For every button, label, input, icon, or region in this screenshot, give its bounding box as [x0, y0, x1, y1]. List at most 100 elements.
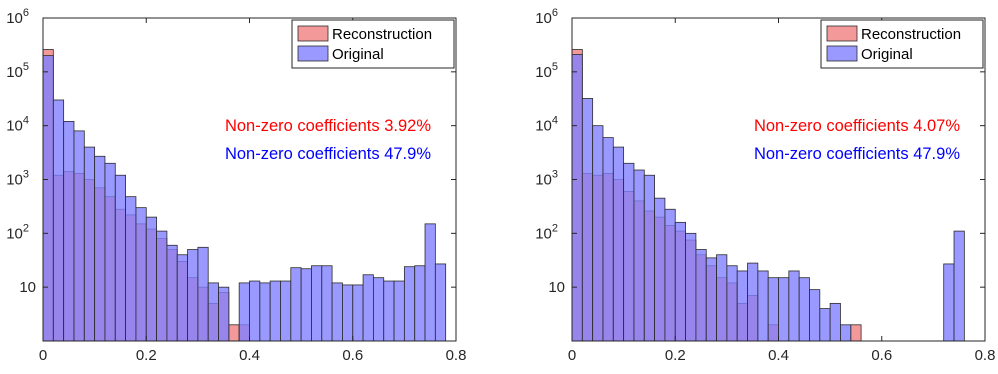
histogram-bar — [403, 266, 416, 342]
histogram-bar — [953, 230, 965, 342]
histogram-bar — [331, 282, 343, 342]
y-tick-label: 103 — [535, 169, 558, 189]
series-original — [42, 55, 447, 342]
histogram-bar — [383, 280, 395, 342]
legend: Reconstruction Original — [820, 19, 984, 69]
y-tick-label: 104 — [535, 115, 558, 135]
y-tick-label: 103 — [6, 169, 29, 189]
histogram-bar — [135, 207, 147, 342]
histogram-bar — [414, 265, 426, 342]
histogram-bar — [42, 55, 54, 342]
histogram-bar — [757, 270, 769, 342]
histogram-bar — [633, 169, 645, 342]
histogram-bar — [654, 197, 666, 342]
histogram-bar — [612, 146, 625, 342]
histogram-bar — [778, 277, 790, 342]
histogram-bar — [362, 274, 374, 342]
histogram-bar — [424, 223, 436, 342]
legend-label: Reconstruction — [332, 26, 432, 43]
histogram-bar — [187, 249, 199, 342]
histogram-bar — [788, 270, 800, 342]
histogram-bar — [581, 98, 594, 342]
annotation-reconstruction: Non-zero coefficients 3.92% — [225, 117, 431, 135]
histogram-bar — [623, 162, 635, 342]
histogram-bar — [311, 265, 323, 342]
histogram-bar — [819, 308, 831, 342]
histogram-bar — [736, 270, 748, 342]
chart-panel-1: 0 0.2 0.4 0.6 0.8 10 102 103 104 105 106 Reconstruc… — [6, 7, 466, 364]
histogram-bar — [571, 54, 583, 342]
y-tick-label: 106 — [6, 7, 29, 27]
histogram-bar — [643, 174, 656, 342]
x-tick-label: 0 — [568, 347, 576, 364]
legend-label: Original — [861, 46, 913, 63]
y-tick-label: 102 — [535, 222, 558, 242]
y-tick-label: 105 — [6, 61, 29, 81]
x-tick-label: 0 — [39, 347, 47, 364]
histogram-bar — [726, 265, 738, 342]
histogram-bar — [207, 282, 219, 342]
histogram-bar — [342, 284, 354, 342]
histogram-bar — [705, 257, 717, 342]
x-tick-label: 0.2 — [665, 347, 686, 364]
y-tick-label: 102 — [6, 222, 29, 242]
histogram-bar — [300, 268, 312, 342]
histogram-bar — [716, 254, 728, 342]
histogram-bar — [798, 277, 810, 342]
legend-label: Original — [332, 46, 384, 63]
legend: Reconstruction Original — [291, 19, 455, 69]
histogram-bar — [767, 277, 779, 342]
histogram-bar — [809, 289, 821, 342]
histogram-bar — [125, 196, 137, 342]
histogram-bar — [249, 280, 261, 342]
histogram-bar — [602, 137, 614, 342]
annotation-original: Non-zero coefficients 47.9% — [225, 145, 431, 163]
histogram-bar — [197, 246, 209, 342]
histogram-bar — [52, 99, 65, 342]
histogram-bar — [685, 232, 697, 342]
annotation-reconstruction: Non-zero coefficients 4.07% — [754, 117, 960, 135]
x-tick-label: 0.8 — [975, 347, 996, 364]
histogram-bar — [238, 282, 250, 342]
histogram-bar — [850, 324, 862, 342]
histogram-bar — [393, 280, 405, 342]
histogram-bar — [674, 221, 686, 342]
histogram-bar — [747, 262, 759, 342]
x-tick-label: 0.4 — [239, 347, 260, 364]
x-tick-label: 0.4 — [768, 347, 789, 364]
x-tick-label: 0.6 — [871, 347, 892, 364]
histogram-bar — [176, 254, 188, 342]
legend-label: Reconstruction — [861, 26, 961, 43]
y-tick-label: 10 — [548, 279, 565, 296]
histogram-bar — [269, 280, 281, 342]
series-original — [571, 54, 965, 342]
histogram-bar — [290, 267, 302, 342]
histogram-bar — [352, 284, 364, 342]
histogram-bar — [156, 230, 168, 342]
histogram-bar — [114, 174, 127, 342]
chart-panel-2: 0 0.2 0.4 0.6 0.8 10 102 103 104 105 106 Reconstruc… — [535, 7, 995, 364]
x-tick-label: 0.2 — [136, 347, 157, 364]
legend-swatch-reconstruction — [826, 25, 858, 42]
histogram-bar — [372, 277, 385, 342]
histogram-bar — [94, 155, 106, 342]
histogram-bar — [321, 265, 333, 342]
histogram-bar — [73, 130, 85, 342]
y-tick-label: 105 — [535, 61, 558, 81]
histogram-bar — [434, 263, 447, 342]
legend-swatch-reconstruction — [297, 25, 329, 42]
legend-swatch-original — [297, 45, 329, 62]
histogram-bar — [63, 121, 75, 342]
histogram-bar — [218, 286, 230, 342]
histogram-bar — [104, 162, 116, 342]
histogram-bar — [840, 324, 852, 342]
y-tick-label: 104 — [6, 115, 29, 135]
histogram-bar — [166, 244, 178, 342]
histogram-bar — [228, 324, 240, 342]
histogram-bar — [145, 216, 157, 342]
x-tick-label: 0.6 — [342, 347, 363, 364]
histogram-bar — [259, 282, 271, 342]
histogram-bar — [83, 146, 96, 342]
